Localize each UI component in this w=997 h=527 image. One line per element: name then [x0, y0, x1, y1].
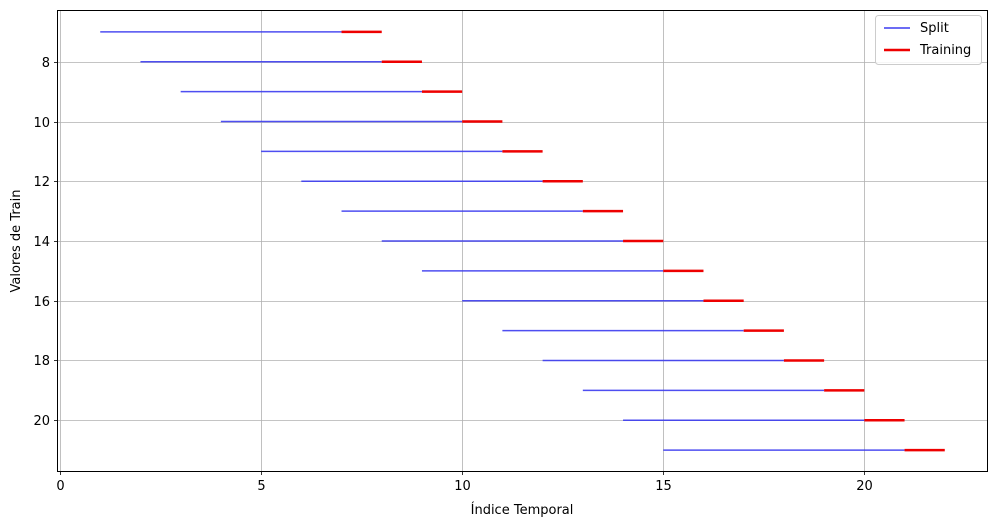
x-tick-label: 20: [856, 479, 873, 494]
legend: Split Training: [875, 15, 982, 65]
y-tick-label: 10: [33, 116, 50, 131]
y-tick-label: 18: [33, 354, 50, 369]
y-tick-label: 16: [33, 295, 50, 310]
axis-ticks: 0 5 10 15 20 8 10 12 14 16 18 20: [33, 56, 872, 494]
y-axis-label: Valores de Train: [9, 190, 24, 293]
x-tick-label: 0: [56, 479, 64, 494]
y-tick-label: 8: [42, 56, 50, 71]
y-tick-label: 14: [33, 235, 50, 250]
series-layer: [100, 30, 945, 452]
y-tick-label: 20: [33, 414, 50, 429]
legend-label-split: Split: [920, 21, 949, 36]
plot-area-frame: [57, 10, 988, 472]
x-axis-label: Índice Temporal: [471, 502, 574, 518]
legend-label-training: Training: [919, 43, 971, 58]
series-training: [341, 30, 945, 452]
x-tick-label: 10: [454, 479, 471, 494]
x-tick-label: 5: [257, 479, 265, 494]
series-split: [100, 31, 905, 451]
x-tick-label: 15: [655, 479, 672, 494]
y-tick-label: 12: [33, 175, 50, 190]
